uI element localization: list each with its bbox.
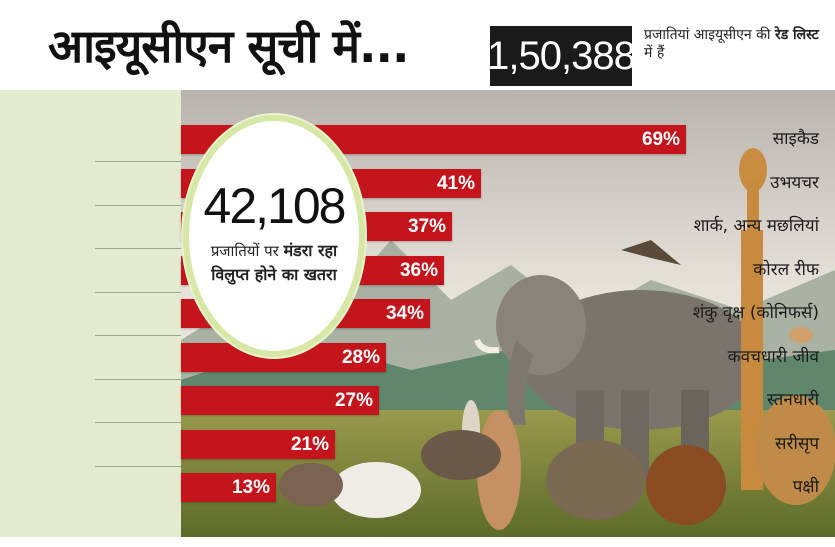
row-divider	[95, 204, 181, 206]
row-divider	[95, 378, 181, 380]
bar: 28%	[181, 342, 386, 372]
row-divider	[95, 291, 181, 293]
bar-value-label: 34%	[385, 303, 424, 324]
bar-value-label: 37%	[407, 216, 446, 237]
row-divider	[95, 422, 181, 423]
row-divider	[95, 335, 181, 336]
bar-value-label: 21%	[290, 433, 329, 455]
note-suffix: में हैं	[644, 45, 665, 61]
note-prefix: प्रजातियां आइयूसीएन की	[644, 27, 771, 43]
category-label: शंकु वृक्ष (कोनिफर्स)	[692, 303, 819, 323]
bar-value-label: 13%	[231, 477, 270, 498]
bar: 13%	[181, 473, 276, 502]
category-label: शार्क, अन्य मछलियां	[693, 216, 819, 236]
highlight-text: प्रजातियों पर मंडरा रहा विलुप्त होने का …	[194, 239, 354, 287]
bar-value-label: 41%	[436, 172, 475, 194]
row-divider	[95, 248, 181, 249]
row-divider	[95, 161, 181, 162]
highlight-text-bold: मंडरा रहा विलुप्त होने का खतरा	[211, 241, 338, 284]
highlight-circle: 42,108 प्रजातियों पर मंडरा रहा विलुप्त ह…	[183, 115, 365, 357]
category-label: सरीसृप	[775, 433, 819, 454]
category-label: स्तनधारी	[767, 390, 819, 410]
category-label: उभयचर	[770, 172, 819, 193]
bar: 27%	[181, 386, 379, 415]
category-label: कोरल रीफ	[753, 259, 819, 280]
highlight-text-prefix: प्रजातियों पर	[210, 242, 279, 260]
bar-value-label: 69%	[641, 129, 680, 150]
row-divider	[95, 465, 181, 467]
page-title: आइयूसीएन सूची में...	[48, 19, 409, 73]
bar-value-label: 27%	[334, 390, 373, 411]
category-label: पक्षी	[792, 477, 819, 497]
total-species-count: 1,50,388	[487, 26, 636, 86]
category-label-panel	[0, 90, 181, 537]
total-species-note: प्रजातियां आइयूसीएन की रेड लिस्ट में हैं	[644, 26, 824, 62]
bar: 21%	[181, 429, 335, 459]
category-label: साइकैड	[772, 129, 819, 149]
bar-value-label: 36%	[399, 259, 438, 281]
category-label: कवचधारी जीव	[727, 346, 819, 367]
highlight-number: 42,108	[203, 178, 347, 234]
note-bold: रेड लिस्ट	[774, 27, 819, 43]
bar-value-label: 28%	[341, 346, 380, 368]
